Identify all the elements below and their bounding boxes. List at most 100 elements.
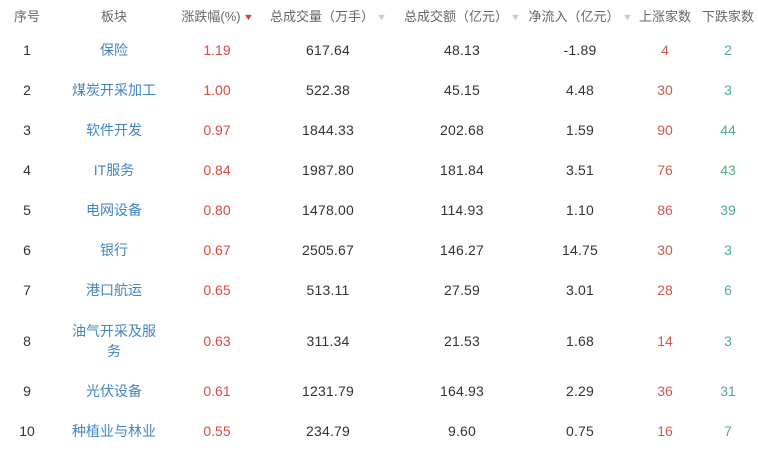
row-index: 9 [23, 383, 31, 399]
total-volume: 617.64 [305, 42, 351, 58]
sector-cell: 港口航运 [54, 270, 174, 310]
change-percent: 0.61 [203, 383, 231, 399]
column-label-sector: 板块 [100, 8, 127, 24]
up-count: 14 [657, 332, 673, 349]
sector-link[interactable]: 银行 [100, 242, 128, 258]
column-header-volume[interactable]: 总成交量（万手） ▼ [260, 0, 396, 30]
total-turnover: 27.59 [443, 282, 481, 298]
sector-link[interactable]: 软件开发 [86, 122, 142, 138]
table-row: 7 港口航运 0.65 513.11 27.59 3.01 28 6 [0, 270, 758, 310]
total-turnover: 48.13 [443, 42, 481, 58]
total-turnover: 45.15 [443, 82, 481, 98]
sector-cell: 软件开发 [54, 110, 174, 150]
sector-link[interactable]: 光伏设备 [86, 383, 142, 399]
net-inflow: -1.89 [563, 42, 597, 58]
column-header-index: 序号 [0, 0, 54, 30]
total-turnover: 146.27 [439, 242, 485, 258]
up-count: 76 [657, 162, 673, 178]
down-count: 44 [720, 122, 736, 138]
sector-cell: 光伏设备 [54, 371, 174, 411]
sort-desc-icon[interactable]: ▼ [621, 11, 633, 22]
net-inflow: 3.51 [565, 162, 595, 178]
total-volume: 311.34 [306, 332, 350, 349]
total-volume: 513.11 [306, 282, 350, 298]
table-row: 4 IT服务 0.84 1987.80 181.84 3.51 76 43 [0, 150, 758, 190]
net-inflow: 14.75 [561, 242, 599, 258]
table-row: 10 种植业与林业 0.55 234.79 9.60 0.75 16 7 [0, 411, 758, 451]
up-count: 90 [657, 122, 673, 138]
column-label-index: 序号 [13, 8, 40, 24]
down-count: 43 [720, 162, 736, 178]
change-percent: 0.65 [203, 282, 231, 298]
up-count: 4 [661, 42, 669, 58]
sector-cell: 银行 [54, 230, 174, 270]
down-count: 39 [720, 202, 736, 218]
sector-link[interactable]: IT服务 [93, 162, 135, 178]
column-label-turnover: 总成交额（亿元） [404, 8, 509, 24]
net-inflow: 0.75 [565, 423, 595, 439]
sort-desc-icon[interactable]: ▼ [509, 11, 522, 22]
up-count: 86 [657, 202, 673, 218]
total-volume: 1987.80 [301, 162, 354, 178]
net-inflow: 4.48 [565, 82, 595, 98]
column-label-volume: 总成交量（万手） [270, 8, 375, 24]
column-header-sector: 板块 [54, 0, 174, 30]
column-header-down: 下跌家数 [698, 0, 758, 30]
sector-link[interactable]: 种植业与林业 [72, 423, 156, 439]
row-index: 8 [23, 332, 31, 349]
sector-cell: 保险 [54, 30, 174, 70]
table-row: 6 银行 0.67 2505.67 146.27 14.75 30 3 [0, 230, 758, 270]
total-volume: 234.79 [305, 423, 351, 439]
change-percent: 0.63 [203, 332, 231, 349]
table-row: 5 电网设备 0.80 1478.00 114.93 1.10 86 39 [0, 190, 758, 230]
sector-cell: IT服务 [54, 150, 174, 190]
change-percent: 1.00 [203, 82, 231, 98]
row-index: 1 [23, 42, 31, 58]
sector-link[interactable]: 港口航运 [86, 282, 142, 298]
change-percent: 0.80 [203, 202, 231, 218]
table-row: 9 光伏设备 0.61 1231.79 164.93 2.29 36 31 [0, 371, 758, 411]
up-count: 30 [657, 82, 673, 98]
change-percent: 0.55 [203, 423, 231, 439]
column-label-up: 上涨家数 [638, 8, 691, 24]
sector-link[interactable]: 煤炭开采加工 [72, 82, 156, 98]
total-volume: 2505.67 [301, 242, 354, 258]
row-index: 3 [23, 122, 31, 138]
sector-link[interactable]: 保险 [100, 42, 128, 58]
up-count: 28 [657, 282, 673, 298]
total-volume: 522.38 [305, 82, 351, 98]
row-index: 4 [23, 162, 31, 178]
table-row: 3 软件开发 0.97 1844.33 202.68 1.59 90 44 [0, 110, 758, 150]
up-count: 16 [657, 423, 673, 439]
total-turnover: 9.60 [447, 423, 477, 439]
sector-cell: 电网设备 [54, 190, 174, 230]
change-percent: 0.67 [203, 242, 231, 258]
row-index: 6 [23, 242, 31, 258]
down-count: 3 [724, 332, 732, 349]
change-percent: 0.84 [203, 162, 231, 178]
net-inflow: 2.29 [565, 383, 595, 399]
up-count: 36 [657, 383, 673, 399]
column-header-turnover[interactable]: 总成交额（亿元） ▼ [396, 0, 528, 30]
row-index: 5 [23, 202, 31, 218]
column-label-inflow: 净流入（亿元） [528, 8, 620, 24]
net-inflow: 3.01 [565, 282, 595, 298]
sort-desc-icon[interactable]: ▼ [375, 11, 388, 22]
sector-link[interactable]: 电网设备 [86, 202, 142, 218]
column-header-inflow[interactable]: 净流入（亿元） ▼ [528, 0, 633, 30]
sector-link[interactable]: 油气开采及服务 [72, 322, 156, 359]
total-turnover: 181.84 [439, 162, 485, 178]
row-index: 10 [19, 423, 35, 439]
net-inflow: 1.59 [565, 122, 595, 138]
total-turnover: 21.53 [443, 332, 481, 349]
down-count: 31 [720, 383, 736, 399]
column-header-change[interactable]: 涨跌幅(%) ▼ [174, 0, 260, 30]
sort-desc-icon[interactable]: ▼ [242, 11, 254, 22]
sector-cell: 种植业与林业 [54, 411, 174, 451]
sector-cell: 煤炭开采加工 [54, 70, 174, 110]
up-count: 30 [657, 242, 673, 258]
table-row: 8 油气开采及服务 0.63 311.34 21.53 1.68 14 3 [0, 310, 758, 371]
down-count: 3 [724, 242, 732, 258]
down-count: 3 [724, 82, 732, 98]
